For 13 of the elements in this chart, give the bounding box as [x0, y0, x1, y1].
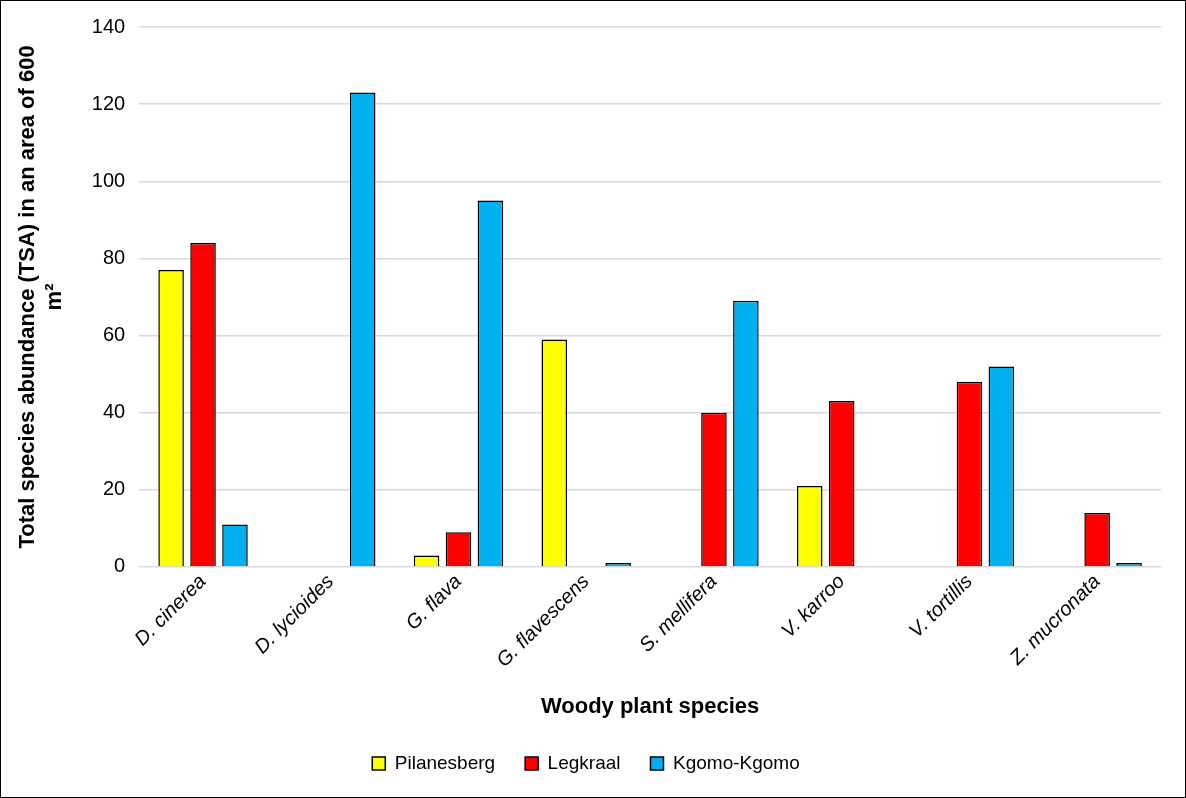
x-axis-title: Woody plant species: [540, 692, 760, 718]
y-tick-label: 100: [91, 168, 126, 191]
y-tick-label: 0: [114, 554, 126, 577]
y-tick-label: 140: [91, 14, 126, 37]
y-tick-label: 80: [102, 245, 126, 268]
y-tick-label: 40: [102, 400, 126, 423]
y-tick-label: 60: [102, 323, 126, 346]
y-tick-label: 20: [102, 477, 126, 500]
legend-label: Legkraal: [547, 751, 621, 773]
y-axis-title: Total species abundance (TSA) in an area of 600 m²: [14, 45, 66, 549]
legend-label: Kgomo-Kgomo: [673, 751, 800, 773]
y-tick-label: 120: [91, 91, 126, 114]
legend-label: Pilanesberg: [394, 751, 496, 773]
